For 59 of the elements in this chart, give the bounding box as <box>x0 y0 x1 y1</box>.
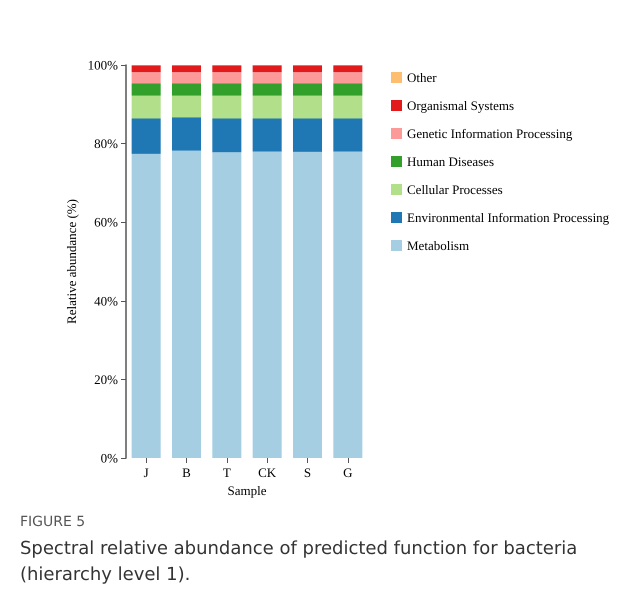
bar <box>333 96 362 118</box>
bar <box>333 65 362 72</box>
bar <box>172 72 202 84</box>
bar <box>132 154 161 458</box>
bar <box>333 83 362 96</box>
bar <box>292 65 322 72</box>
legend-label: Human Diseases <box>407 154 494 169</box>
bar <box>212 65 242 72</box>
y-tick-label: 80% <box>94 136 118 152</box>
bar <box>172 96 202 118</box>
bar <box>132 118 161 154</box>
bar <box>212 118 242 152</box>
y-tick-label: 40% <box>94 293 118 308</box>
x-tick-label: S <box>304 465 312 480</box>
bar <box>132 72 161 84</box>
bar <box>212 96 242 118</box>
bar <box>132 83 161 96</box>
x-axis-title: Sample <box>228 482 267 498</box>
bar <box>252 151 282 458</box>
bar <box>212 83 242 96</box>
bar <box>252 96 282 118</box>
bar <box>252 72 282 84</box>
bar <box>292 83 322 96</box>
bar <box>172 65 202 72</box>
legend-label: Metabolism <box>407 238 470 253</box>
bar <box>212 72 242 84</box>
text: Spectral relative abundance of predicted function for bacteria (hierarchy level 1). <box>20 537 578 587</box>
legend-label: Cellular Processes <box>407 182 503 197</box>
bar <box>172 150 202 458</box>
y-axis-title: Relative abundance (%) <box>64 199 79 324</box>
bar <box>292 72 322 84</box>
y-tick-label: 20% <box>94 372 118 387</box>
bar <box>333 72 362 84</box>
legend-label: Genetic Information Processing <box>407 126 573 141</box>
x-tick-label: J <box>144 465 149 480</box>
x-tick-label: B <box>182 465 192 480</box>
bar <box>132 65 161 72</box>
bar <box>252 118 282 152</box>
bar <box>292 96 322 118</box>
caption: FIGURE 5 <box>20 514 86 530</box>
x-tick-label: G <box>343 465 353 480</box>
legend-label: Other <box>407 70 438 85</box>
y-tick-label: 0% <box>100 450 118 466</box>
bar <box>172 83 202 96</box>
x-tick-label: CK <box>258 465 277 480</box>
y-tick-label: 100% <box>88 58 118 72</box>
legend-label: Environmental Information Processing <box>407 210 610 225</box>
x-tick-label: T <box>222 465 231 480</box>
bar <box>132 96 161 118</box>
bar <box>333 151 362 458</box>
y-tick-label: 60% <box>94 214 118 230</box>
bar <box>292 118 322 152</box>
bar <box>172 117 202 151</box>
bar <box>252 83 282 96</box>
bar <box>212 152 242 458</box>
bar <box>292 152 322 458</box>
legend-label: Organismal Systems <box>407 98 514 113</box>
bar <box>252 65 282 72</box>
bar <box>333 118 362 152</box>
